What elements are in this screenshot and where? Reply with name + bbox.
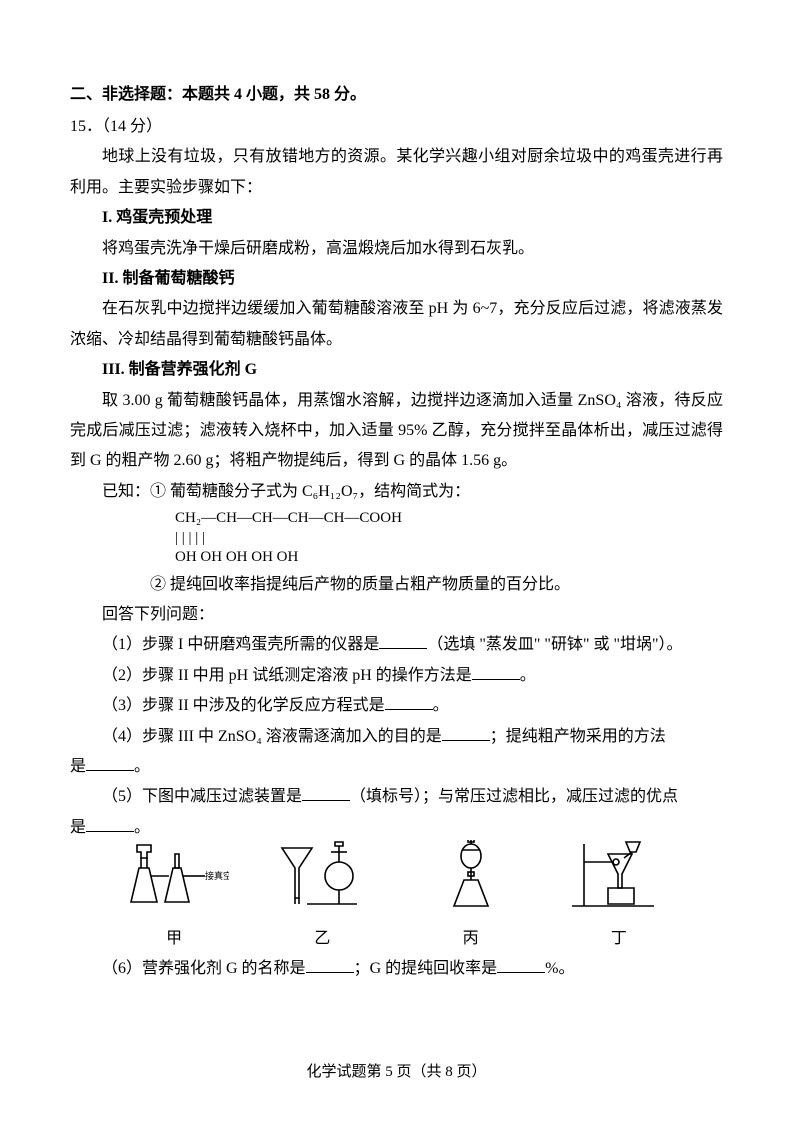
answer-lead: 回答下列问题： [70, 600, 723, 630]
q2-text-a: （2）步骤 II 中用 pH 试纸测定溶液 pH 的操作方法是 [102, 667, 472, 684]
q15-number: 15．（14 分） [70, 112, 723, 142]
apparatus-ding: 丁 [559, 840, 679, 948]
blank-q5a[interactable] [302, 785, 350, 801]
vacuum-label: 接真空 [205, 870, 229, 881]
q6-text-c: %。 [545, 960, 574, 977]
label-jia: 甲 [166, 924, 182, 948]
section-heading: 二、非选择题：本题共 4 小题，共 58 分。 [70, 80, 723, 104]
q5-text-a: （5）下图中减压过滤装置是 [102, 788, 302, 805]
q1-text-b: （选填 "蒸发皿" "研钵" 或 "坩埚"）。 [427, 636, 682, 653]
question-4-line1: （4）步骤 III 中 ZnSO₄ 溶液需逐滴加入的目的是 ；提纯粗产物采用的方法 [70, 722, 723, 752]
question-6: （6）营养强化剂 G 的名称是 ；G 的提纯回收率是 %。 [70, 954, 723, 984]
sub-heading-2: II. 制备葡萄糖酸钙 [70, 264, 723, 294]
blank-q3[interactable] [385, 694, 433, 710]
q4-text-a: （4）步骤 III 中 ZnSO₄ 溶液需逐滴加入的目的是 [102, 728, 442, 745]
step2-text: 在石灰乳中边搅拌边缓缓加入葡萄糖酸溶液至 pH 为 6~7，充分反应后过滤，将滤… [70, 294, 723, 355]
intro-paragraph: 地球上没有垃圾，只有放错地方的资源。某化学兴趣小组对厨余垃圾中的鸡蛋壳进行再利用… [70, 142, 723, 203]
sub-heading-3: III. 制备营养强化剂 G [70, 355, 723, 385]
blank-q4b[interactable] [86, 755, 134, 771]
q3-text-b: 。 [433, 697, 449, 714]
blank-q4a[interactable] [442, 725, 490, 741]
step3-text: 取 3.00 g 葡萄糖酸钙晶体，用蒸馏水溶解，边搅拌边逐滴加入适量 ZnSO₄… [70, 386, 723, 477]
blank-q1[interactable] [379, 633, 427, 649]
known-lead: 已知：① 葡萄糖酸分子式为 C₆H₁₂O₇，结构简式为： [70, 477, 723, 507]
blank-q6b[interactable] [497, 957, 545, 973]
known-2: ② 提纯回收率指提纯后产物的质量占粗产物质量的百分比。 [70, 570, 723, 600]
q6-text-a: （6）营养强化剂 G 的名称是 [102, 960, 306, 977]
page-footer: 化学试题第 5 页（共 8 页） [0, 1060, 793, 1081]
formula-chain: CH₂—CH—CH—CH—CH—COOH [175, 509, 723, 529]
label-ding: 丁 [611, 924, 627, 948]
q6-text-b: ；G 的提纯回收率是 [354, 960, 498, 977]
question-3: （3）步骤 II 中涉及的化学反应方程式是 。 [70, 691, 723, 721]
formula-bonds: | | | | | [175, 529, 723, 549]
q5-text-d: 。 [134, 819, 150, 836]
question-4-line2: 是。 [70, 752, 723, 782]
label-yi: 乙 [314, 924, 330, 948]
q5-text-c: 是 [70, 819, 86, 836]
question-5-line2: 是。 [70, 813, 723, 843]
q4-text-d: 。 [134, 758, 150, 775]
apparatus-row: 接真空 甲 乙 [100, 853, 693, 948]
blank-q2[interactable] [472, 664, 520, 680]
question-2: （2）步骤 II 中用 pH 试纸测定溶液 pH 的操作方法是 。 [70, 661, 723, 691]
buchner-flask-pair-icon: 接真空 [119, 840, 229, 920]
q3-text-a: （3）步骤 II 中涉及的化学反应方程式是 [102, 697, 385, 714]
apparatus-jia: 接真空 甲 [114, 840, 234, 948]
q1-text-a: （1）步骤 I 中研磨鸡蛋壳所需的仪器是 [102, 636, 379, 653]
sep-funnel-flask-icon [416, 840, 526, 920]
question-5-line1: （5）下图中减压过滤装置是 （填标号）；与常压过滤相比，减压过滤的优点 [70, 782, 723, 812]
sub-heading-1: I. 鸡蛋壳预处理 [70, 203, 723, 233]
apparatus-yi: 乙 [262, 840, 382, 948]
formula-oh: OH OH OH OH OH [175, 548, 723, 568]
funnel-sep-icon [267, 840, 377, 920]
question-1: （1）步骤 I 中研磨鸡蛋壳所需的仪器是 （选填 "蒸发皿" "研钵" 或 "坩埚… [70, 630, 723, 660]
q4-text-c: 是 [70, 758, 86, 775]
q5-text-b: （填标号）；与常压过滤相比，减压过滤的优点 [350, 788, 678, 805]
q4-text-b: ；提纯粗产物采用的方法 [490, 728, 666, 745]
label-bing: 丙 [463, 924, 479, 948]
blank-q5b[interactable] [86, 816, 134, 832]
step1-text: 将鸡蛋壳洗净干燥后研磨成粉，高温煅烧后加水得到石灰乳。 [70, 234, 723, 264]
structural-formula: CH₂—CH—CH—CH—CH—COOH | | | | | OH OH OH … [175, 509, 723, 568]
apparatus-bing: 丙 [411, 840, 531, 948]
blank-q6a[interactable] [306, 957, 354, 973]
filter-stand-icon [564, 840, 674, 920]
q2-text-b: 。 [520, 667, 536, 684]
